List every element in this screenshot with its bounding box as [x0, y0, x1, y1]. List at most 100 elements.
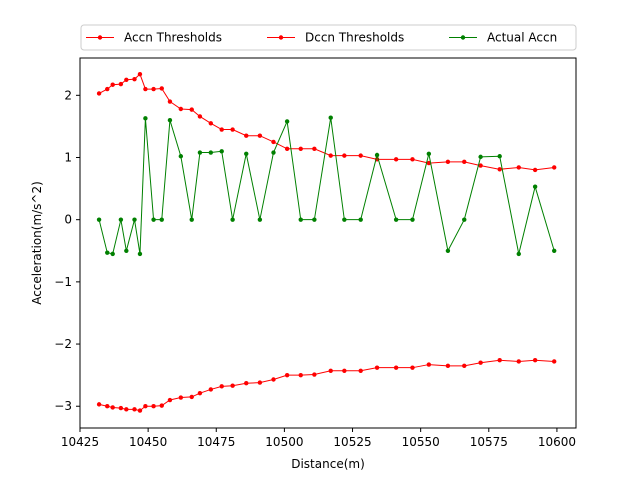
y-tick-label: −2	[54, 337, 72, 351]
data-point	[189, 107, 194, 112]
data-point	[143, 86, 148, 92]
data-point	[328, 115, 333, 120]
data-point	[257, 380, 263, 385]
data-point	[426, 362, 432, 367]
data-point	[230, 383, 235, 388]
data-point	[197, 390, 203, 396]
data-point	[96, 91, 102, 96]
data-point	[271, 150, 276, 155]
data-point	[189, 394, 194, 400]
data-point	[478, 163, 483, 168]
data-point	[219, 127, 224, 132]
data-point	[257, 217, 263, 222]
data-point	[208, 121, 214, 126]
data-point	[118, 405, 124, 411]
data-point	[178, 106, 184, 112]
data-point	[124, 248, 129, 253]
data-point	[551, 248, 557, 253]
data-point	[208, 150, 214, 155]
data-point	[516, 359, 521, 364]
data-point	[393, 217, 399, 222]
data-point	[159, 86, 164, 91]
data-point	[96, 402, 102, 407]
data-point	[532, 184, 538, 189]
data-point	[178, 395, 184, 400]
data-point	[208, 387, 214, 392]
data-point	[342, 217, 347, 222]
data-point	[167, 117, 173, 123]
legend-marker	[460, 35, 466, 40]
data-point	[284, 372, 290, 378]
data-point	[167, 99, 173, 104]
data-point	[137, 251, 143, 257]
data-point	[167, 397, 173, 403]
legend-entry: Dccn Thresholds	[267, 31, 404, 45]
data-point	[374, 365, 380, 370]
data-point	[271, 139, 276, 145]
x-tick-label: 10525	[333, 435, 371, 449]
data-point	[551, 359, 557, 364]
x-tick-label: 10600	[538, 435, 576, 449]
data-point	[110, 251, 115, 257]
data-point	[516, 251, 521, 257]
data-point	[426, 151, 432, 156]
data-point	[342, 153, 347, 158]
data-point	[358, 368, 363, 373]
data-point	[284, 146, 290, 151]
data-point	[284, 119, 290, 124]
data-point	[551, 165, 557, 170]
data-point	[143, 404, 148, 409]
y-tick-label: −1	[54, 275, 72, 289]
data-point	[462, 363, 467, 369]
data-point	[445, 159, 451, 165]
data-point	[410, 217, 415, 222]
data-point	[312, 217, 317, 222]
data-point	[426, 160, 432, 166]
data-point	[105, 404, 110, 409]
legend-marker	[97, 35, 103, 40]
data-point	[497, 154, 502, 159]
data-point	[257, 133, 263, 138]
data-point	[328, 153, 333, 158]
plot-area	[96, 71, 557, 413]
x-tick-label: 10450	[129, 435, 167, 449]
data-point	[118, 81, 124, 87]
data-point	[137, 408, 143, 413]
data-point	[132, 76, 137, 82]
legend-label: Dccn Thresholds	[305, 31, 404, 45]
y-tick-label: −3	[54, 399, 72, 413]
data-point	[478, 154, 483, 160]
data-point	[244, 381, 249, 386]
series-actual-accn	[96, 115, 557, 257]
data-point	[516, 165, 521, 170]
legend-entry: Accn Thresholds	[86, 31, 222, 45]
data-point	[410, 157, 415, 162]
data-point	[445, 248, 451, 253]
data-point	[118, 217, 124, 222]
data-point	[151, 217, 156, 222]
data-point	[358, 153, 363, 158]
data-point	[298, 217, 303, 222]
legend-box	[80, 24, 577, 51]
data-point	[159, 217, 164, 222]
x-tick-label: 10575	[470, 435, 508, 449]
data-point	[143, 116, 148, 121]
data-point	[410, 365, 415, 370]
data-point	[497, 167, 502, 172]
y-tick-label: 1	[64, 150, 72, 164]
legend-marker	[278, 35, 284, 40]
data-point	[358, 217, 363, 222]
data-point	[178, 154, 184, 159]
data-point	[105, 86, 110, 92]
data-point	[328, 368, 333, 373]
data-point	[197, 114, 203, 119]
data-point	[342, 368, 347, 373]
legend: Accn Thresholds Dccn Thresholds Actual Acc…	[80, 24, 577, 51]
data-point	[497, 358, 502, 363]
y-tick-label: 0	[64, 213, 72, 227]
x-axis: 10425 10450 10475 10500 10525 10550 10575 10600	[61, 428, 576, 449]
plot-frame	[79, 57, 577, 429]
data-point	[244, 151, 249, 156]
data-point	[445, 363, 451, 369]
